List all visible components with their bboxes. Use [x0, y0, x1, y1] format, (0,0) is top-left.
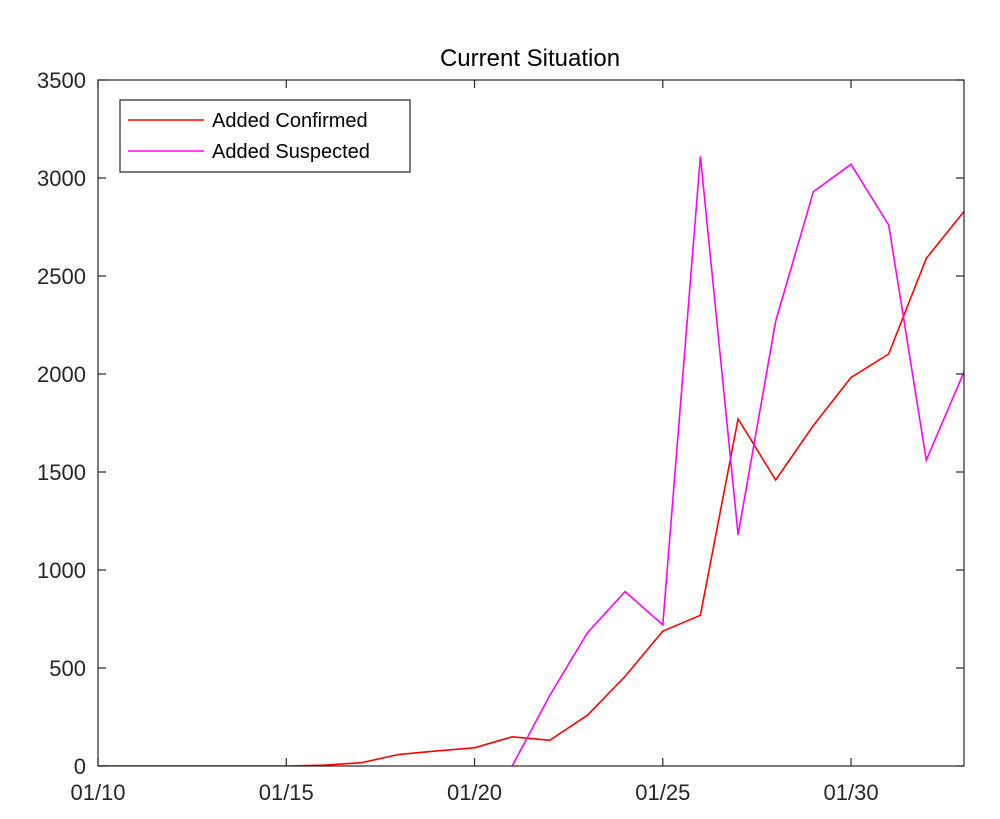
legend-box: [119, 99, 411, 173]
y-tick-label: 2000: [37, 362, 86, 387]
series-layer: [98, 156, 964, 766]
x-tick-label: 01/10: [70, 780, 125, 805]
y-tick-label: 3500: [37, 68, 86, 93]
y-tick-label: 1500: [37, 460, 86, 485]
x-tick-label: 01/15: [259, 780, 314, 805]
legend-label-2: Added Suspected: [212, 141, 370, 163]
plot-area-background: [98, 80, 964, 766]
x-tick-label: 01/25: [635, 780, 690, 805]
y-tick-label: 1000: [37, 558, 86, 583]
y-tick-label: 500: [49, 656, 86, 681]
x-axis: 01/10 01/15 01/20 01/25 01/30: [70, 80, 879, 805]
legend: Added Confirmed Added Suspected: [119, 99, 411, 173]
y-tick-label: 3000: [37, 166, 86, 191]
series-line-1: [98, 210, 964, 766]
legend-label-1: Added Confirmed: [212, 110, 368, 132]
y-tick-label: 0: [74, 754, 86, 779]
x-tick-label: 01/20: [447, 780, 502, 805]
plot-area-frame: [97, 79, 965, 767]
chart-title: Current Situation: [440, 45, 620, 72]
y-tick-label: 2500: [37, 264, 86, 289]
x-tick-label: 01/30: [824, 780, 879, 805]
series-line-2: [511, 156, 964, 766]
y-axis: 0 500 1000 1500 2000 2500 3000 3500: [37, 68, 964, 779]
